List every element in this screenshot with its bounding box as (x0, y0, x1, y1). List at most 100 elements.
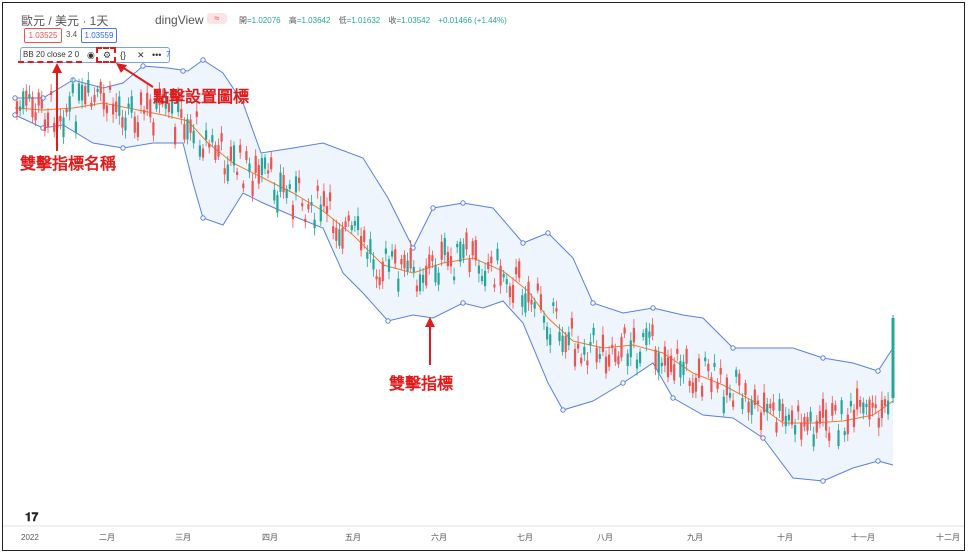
candle-body (270, 157, 273, 170)
candle-body (350, 225, 353, 231)
candle-body (177, 95, 180, 113)
candle-body (763, 392, 766, 413)
band-point-marker (820, 478, 826, 484)
candle-body (756, 400, 759, 404)
candle-body (499, 265, 502, 286)
eye-icon[interactable]: ◉ (87, 50, 95, 60)
candle-body (496, 248, 499, 261)
band-point-marker (760, 435, 766, 441)
candle-body (310, 202, 313, 206)
lower-band-line (14, 114, 894, 482)
indicator-name[interactable]: BB 20 close 2 0 (23, 50, 80, 59)
candle-body (50, 91, 53, 95)
x-tick-label: 三月 (175, 533, 191, 542)
candle-body (440, 241, 443, 260)
x-tick-label: 七月 (517, 533, 533, 542)
x-tick-label: 十月 (777, 532, 793, 542)
sell-price-button[interactable]: 1.03525 (24, 28, 62, 43)
candle-body (22, 91, 25, 109)
band-point-marker (460, 200, 466, 206)
candle-body (759, 412, 763, 431)
candle-body (663, 346, 666, 366)
candle-body (573, 349, 577, 367)
candle-body (121, 117, 124, 128)
market-status-badge[interactable]: ≈ (207, 13, 227, 24)
price-chart[interactable]: 2022 二月 三月 四月 五月 六月 七月 八月 九月 十月 十一月 十二月 (3, 3, 965, 551)
braces-icon[interactable]: {} (120, 50, 127, 60)
close-icon[interactable]: ✕ (137, 50, 145, 60)
candle-body (828, 432, 831, 441)
candle-body (871, 402, 874, 408)
candle-body (790, 410, 794, 425)
candle-body (223, 168, 226, 175)
ohlc-change-value: +0.01466 (+1.44%) (438, 16, 507, 25)
candle-body (428, 254, 431, 269)
candle-body (236, 171, 239, 175)
candle-body (139, 92, 143, 105)
candle-body (322, 191, 325, 207)
candle-body (391, 251, 394, 257)
candle-body (620, 336, 623, 358)
candle-body (316, 185, 319, 192)
candle-body (849, 401, 852, 407)
candle-body (524, 293, 527, 313)
band-point-marker (620, 380, 626, 386)
candle-body (778, 399, 781, 412)
candle-body (794, 425, 797, 435)
candle-body (170, 99, 174, 114)
candle-body (617, 356, 620, 365)
candle-body (530, 300, 533, 305)
ohlc-readout: 開=1.02076 高=1.03642 低=1.01632 收=1.03542 … (239, 15, 513, 26)
settings-icon[interactable]: ⚙ (103, 50, 112, 60)
x-tick-label: 五月 (345, 533, 361, 542)
candle-body (735, 369, 738, 377)
candle-body (533, 302, 536, 309)
indicator-annotation: 雙擊指標 (389, 376, 454, 393)
candle-body (112, 103, 115, 115)
candle-body (53, 123, 56, 132)
candle-body (124, 117, 127, 131)
candle-body (589, 341, 592, 346)
candle-body (409, 247, 412, 269)
candle-body (691, 382, 694, 394)
candle-body (685, 348, 688, 364)
indicator-legend[interactable]: BB 20 close 2 0 ◉ ⚙ {} ✕ ••• (20, 47, 170, 63)
band-point-marker (520, 240, 526, 246)
candle-body (397, 278, 400, 292)
candle-body (821, 398, 825, 418)
candle-body (468, 259, 471, 273)
candle-body (167, 102, 170, 113)
buy-price-button[interactable]: 1.03559 (81, 28, 117, 43)
brand-name: dingView (155, 13, 204, 27)
candle-body (713, 362, 716, 367)
candle-body (459, 241, 462, 262)
candle-body (725, 377, 728, 396)
candle-body (831, 402, 834, 416)
candle-body (155, 98, 158, 109)
candle-body (521, 295, 524, 307)
candle-body (422, 274, 425, 283)
candle-body (254, 155, 257, 173)
candle-body (205, 130, 208, 140)
symbol-title[interactable]: 歐元 / 美元 · 1天 (21, 14, 109, 28)
candle-body (623, 327, 626, 334)
candle-body (552, 302, 555, 306)
candle-body (741, 398, 744, 410)
candle-body (127, 103, 130, 108)
candle-body (406, 260, 409, 271)
candle-body (257, 165, 260, 184)
candle-body (133, 116, 136, 133)
band-point-marker (730, 345, 736, 351)
candle-body (307, 204, 310, 210)
candle-body (319, 204, 322, 222)
candle-body (242, 183, 245, 189)
candle-body (877, 417, 880, 428)
candle-body (74, 121, 77, 133)
candle-body (15, 101, 19, 115)
candle-body (152, 122, 155, 136)
candle-body (201, 148, 205, 158)
name-highlight-dash (18, 61, 82, 66)
candle-body (651, 324, 654, 337)
candle-body (381, 261, 384, 282)
more-icon[interactable]: ••• (152, 50, 162, 60)
